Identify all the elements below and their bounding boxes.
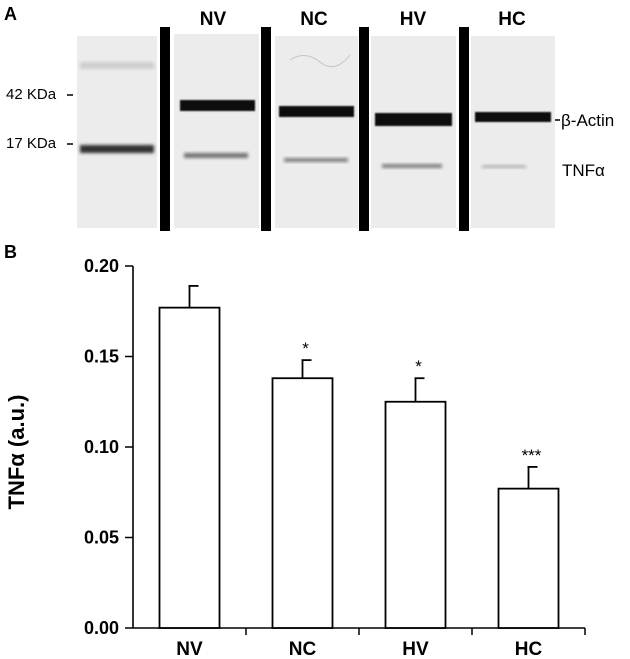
band-label-beta-actin: β-Actin: [561, 111, 614, 130]
western-blot-panel: A NV NC HV HC: [4, 4, 614, 231]
blot-lane-hc: [471, 36, 555, 228]
y-tick-label: 0.10: [84, 437, 119, 457]
blot-lane-hv: [371, 36, 456, 228]
bar-chart-panel: B TNFα (a.u.) 0.000.050.100.150.20 *****…: [4, 242, 586, 659]
significance-marker: *: [415, 357, 422, 376]
y-tick-label: 0.15: [84, 347, 119, 367]
significance-marker: *: [302, 339, 309, 358]
lane-header-nc: NC: [300, 9, 328, 30]
bars: *****: [158, 285, 560, 629]
x-category-label: HC: [515, 639, 543, 659]
x-category-label: NV: [176, 639, 203, 659]
blot-marker-lane: [77, 36, 157, 228]
y-tick-label: 0.00: [84, 618, 119, 638]
bar-nc: [271, 377, 334, 629]
lane-separator: [359, 27, 369, 231]
y-tick-label: 0.20: [84, 256, 119, 276]
lane-header-hv: HV: [400, 9, 427, 30]
marker-label-42kda: 42 KDa: [6, 86, 57, 103]
panel-b-label: B: [4, 242, 17, 262]
marker-label-17kda: 17 KDa: [6, 135, 57, 152]
panel-a-label: A: [4, 4, 17, 24]
y-axis-label: TNFα (a.u.): [4, 395, 29, 510]
bar-nv: [158, 306, 221, 629]
x-category-label: HV: [402, 639, 429, 659]
blot-lane-nc: [275, 36, 358, 228]
lane-separator: [261, 27, 271, 231]
significance-marker: ***: [522, 446, 542, 465]
bar-hc: [497, 487, 560, 629]
lane-separator: [459, 27, 469, 231]
y-axis-ticks: 0.00 0.05 0.10 0.15 0.20: [84, 256, 133, 638]
bar-hv: [384, 400, 447, 629]
blot-lane-nv: [174, 34, 259, 228]
band-label-tnfa: TNFα: [562, 161, 605, 180]
y-tick-label: 0.05: [84, 528, 119, 548]
lane-header-hc: HC: [498, 9, 526, 30]
lane-header-nv: NV: [200, 9, 227, 30]
x-category-label: NC: [289, 639, 317, 659]
x-axis-ticks: NV NC HV HC: [176, 628, 586, 659]
lane-separator: [160, 27, 170, 231]
